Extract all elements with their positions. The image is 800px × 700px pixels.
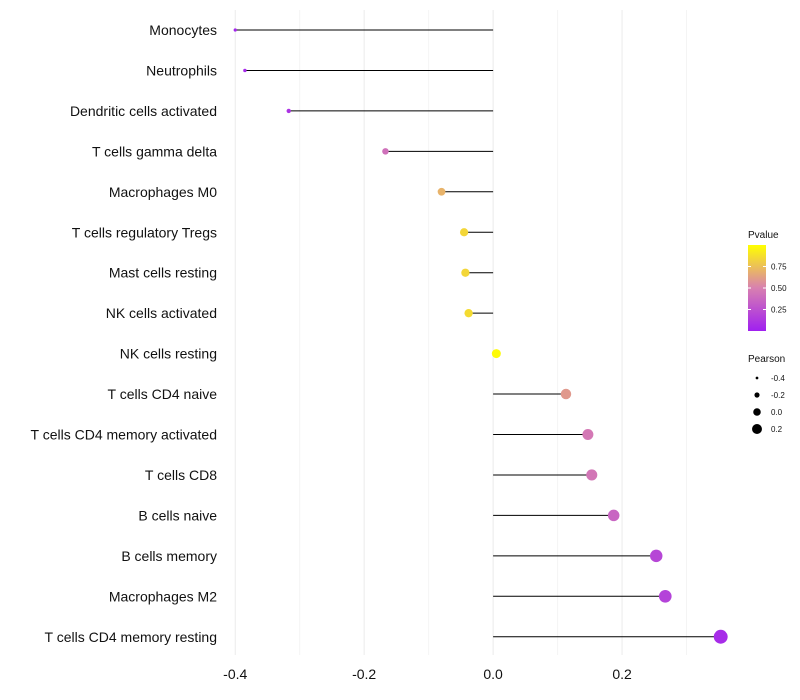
pearson-legend: Pearson -0.4 -0.2 0.0 0.2 (748, 354, 785, 434)
category-label-1: Neutrophils (146, 62, 217, 78)
category-labels: Monocytes Neutrophils Dendritic cells acti… (31, 22, 218, 645)
size-label-0: -0.4 (771, 374, 785, 383)
category-label-15: T cells CD4 memory resting (45, 629, 217, 645)
category-label-5: T cells regulatory Tregs (72, 224, 217, 240)
size-key-1 (754, 392, 760, 398)
category-label-8: NK cells resting (120, 346, 217, 362)
point-12 (607, 509, 620, 522)
category-label-9: T cells CD4 naive (108, 386, 218, 402)
category-label-10: T cells CD4 memory activated (31, 427, 217, 443)
category-label-7: NK cells activated (106, 305, 217, 321)
x-tick-label-2: 0.0 (483, 666, 503, 682)
category-label-11: T cells CD8 (145, 467, 217, 483)
point-9 (560, 388, 572, 400)
point-10 (582, 429, 594, 440)
pvalue-colorbar (748, 245, 766, 331)
point-11 (586, 469, 598, 481)
category-label-14: Macrophages M2 (109, 588, 217, 604)
point-7 (464, 308, 473, 318)
category-label-6: Mast cells resting (109, 265, 217, 281)
x-tick-label-1: -0.2 (352, 666, 376, 682)
point-15 (713, 629, 728, 644)
lollipop-points (233, 28, 728, 644)
point-6 (461, 268, 470, 277)
pearson-legend-title: Pearson (748, 354, 785, 365)
x-tick-labels: -0.4 -0.2 0.0 0.2 (223, 666, 632, 682)
category-label-0: Monocytes (149, 22, 217, 38)
category-label-4: Macrophages M0 (109, 184, 217, 200)
colorbar-label-2: 0.75 (771, 263, 787, 272)
colorbar-label-0: 0.25 (771, 306, 787, 315)
grid-lines (234, 10, 688, 655)
size-key-3 (752, 424, 762, 434)
pvalue-legend-title: Pvalue (748, 230, 779, 241)
size-label-2: 0.0 (771, 408, 783, 417)
point-1 (243, 68, 247, 73)
point-5 (459, 228, 469, 237)
category-label-3: T cells gamma delta (92, 143, 217, 159)
point-4 (437, 187, 446, 196)
point-8 (491, 349, 501, 359)
size-label-1: -0.2 (771, 391, 785, 400)
point-14 (658, 589, 672, 603)
lollipop-stems (235, 29, 721, 638)
category-label-13: B cells memory (121, 548, 217, 564)
point-2 (286, 108, 291, 114)
size-label-3: 0.2 (771, 425, 783, 434)
colorbar-label-1: 0.50 (771, 284, 787, 293)
category-label-12: B cells naive (138, 507, 217, 523)
point-3 (382, 148, 389, 155)
size-key-2 (753, 408, 761, 416)
category-label-2: Dendritic cells activated (70, 103, 217, 119)
point-13 (649, 549, 663, 563)
x-tick-label-0: -0.4 (223, 666, 247, 682)
point-0 (233, 28, 237, 32)
size-key-0 (755, 376, 759, 380)
x-tick-label-3: 0.2 (612, 666, 632, 682)
pvalue-legend: Pvalue 0.25 0.50 0.75 (748, 230, 787, 331)
